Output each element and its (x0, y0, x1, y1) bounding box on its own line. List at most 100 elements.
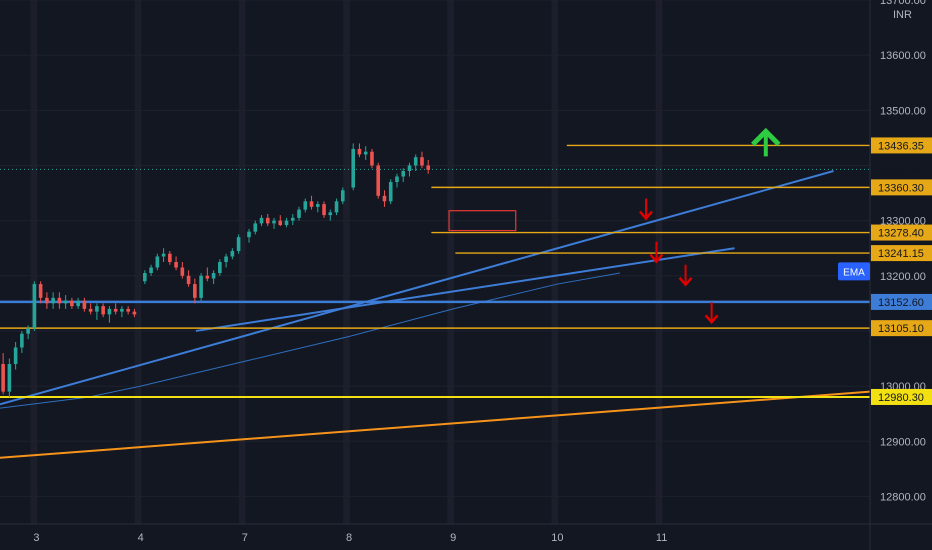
candle[interactable] (113, 303, 118, 315)
candle[interactable] (51, 292, 55, 309)
candle[interactable] (297, 206, 301, 221)
candle[interactable] (290, 214, 295, 226)
price-label-13360.30: 13360.30 (871, 179, 932, 196)
candle[interactable] (126, 306, 130, 315)
candle[interactable] (328, 209, 333, 221)
trendline-2[interactable] (195, 247, 735, 332)
candle[interactable] (230, 248, 235, 260)
candle[interactable] (70, 297, 74, 309)
candle[interactable] (236, 234, 241, 254)
candle[interactable] (382, 190, 387, 207)
candle[interactable] (426, 159, 431, 174)
candle[interactable] (395, 173, 399, 188)
candle[interactable] (363, 146, 368, 160)
candle[interactable] (370, 148, 374, 169)
ema-badge[interactable]: EMA (838, 262, 870, 281)
candle[interactable] (120, 306, 124, 318)
candle[interactable] (13, 341, 18, 370)
candle-body (174, 262, 178, 268)
svg-text:13360.30: 13360.30 (878, 182, 924, 194)
candle[interactable] (82, 297, 87, 312)
candle[interactable] (401, 168, 406, 183)
candle[interactable] (265, 214, 270, 227)
candle[interactable] (376, 162, 381, 199)
candle-body (180, 267, 185, 276)
up-arrow-icon[interactable] (751, 127, 781, 157)
candle[interactable] (155, 253, 160, 271)
candle[interactable] (7, 358, 12, 398)
session-band (30, 0, 37, 524)
candle[interactable] (1, 353, 5, 395)
candle[interactable] (309, 195, 314, 210)
candle[interactable] (407, 162, 412, 177)
candle[interactable] (284, 217, 289, 228)
candle[interactable] (357, 143, 362, 158)
trendline-3[interactable] (0, 390, 871, 459)
candle-body (401, 170, 406, 177)
candle[interactable] (143, 270, 147, 285)
candle[interactable] (174, 256, 178, 271)
candle[interactable] (388, 179, 393, 205)
session-band (238, 0, 245, 524)
candle[interactable] (334, 198, 339, 216)
candle[interactable] (45, 292, 49, 309)
candle-body (253, 223, 258, 232)
candle-body (45, 297, 49, 304)
candle[interactable] (199, 273, 203, 301)
candle[interactable] (211, 270, 216, 285)
candle[interactable] (315, 201, 320, 213)
candle[interactable] (32, 281, 37, 331)
candle-body (340, 190, 345, 202)
candle[interactable] (38, 281, 43, 304)
candle[interactable] (205, 267, 210, 282)
trendline-1[interactable] (0, 170, 834, 406)
candle[interactable] (186, 270, 191, 287)
candle[interactable] (259, 215, 264, 227)
candle[interactable] (107, 306, 112, 323)
candle[interactable] (253, 220, 258, 235)
candle[interactable] (101, 303, 105, 318)
candle[interactable] (63, 295, 68, 309)
x-tick-label: 11 (656, 532, 667, 544)
consolidation-box[interactable] (448, 210, 517, 232)
candle[interactable] (278, 215, 283, 227)
candle-body (13, 347, 18, 365)
candle[interactable] (161, 248, 166, 262)
candle-body (126, 308, 130, 312)
session-band (447, 0, 454, 524)
candle-body (370, 151, 374, 166)
price-label-13105.10: 13105.10 (871, 320, 932, 337)
candle[interactable] (180, 262, 185, 279)
candle[interactable] (218, 259, 222, 276)
candle[interactable] (168, 250, 172, 265)
candle[interactable] (20, 330, 24, 354)
candle-body (236, 237, 241, 251)
candle[interactable] (88, 303, 93, 315)
candle[interactable] (57, 292, 62, 309)
candle[interactable] (420, 151, 424, 169)
candle[interactable] (193, 278, 197, 304)
down-arrow-icon[interactable] (704, 302, 719, 325)
ema-line[interactable] (0, 272, 621, 409)
candle[interactable] (413, 154, 418, 171)
candle[interactable] (322, 201, 326, 218)
candle[interactable] (76, 297, 80, 309)
candle-body (303, 201, 308, 210)
down-arrow-icon[interactable] (678, 264, 693, 287)
price-label-12980.30: 12980.30 (871, 388, 932, 405)
candle[interactable] (272, 217, 276, 229)
candle[interactable] (224, 253, 228, 268)
candle[interactable] (149, 264, 153, 276)
candle[interactable] (303, 198, 308, 213)
candle[interactable] (95, 303, 99, 320)
candle[interactable] (26, 325, 30, 340)
candle[interactable] (340, 187, 345, 205)
candle-body (278, 220, 283, 226)
candle[interactable] (247, 228, 251, 243)
down-arrow-icon[interactable] (649, 241, 664, 264)
down-arrow-icon[interactable] (639, 198, 653, 221)
candle[interactable] (132, 308, 137, 318)
candle[interactable] (351, 143, 356, 191)
